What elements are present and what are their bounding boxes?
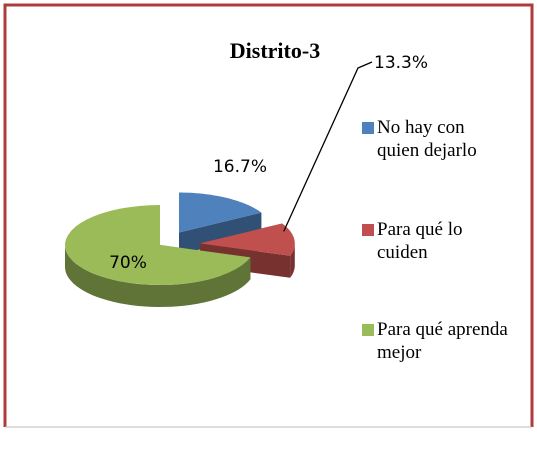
slice-side (290, 243, 295, 278)
leader-line (283, 61, 373, 232)
chart-title: Distrito-3 (230, 38, 320, 63)
legend-swatch (362, 324, 374, 336)
slice (65, 205, 251, 285)
legend-swatch (362, 122, 374, 134)
legend-label: Para qué lo cuiden (377, 219, 463, 263)
data-label: 13.3% (374, 53, 428, 73)
slice-wall (179, 212, 262, 255)
legend-label: Para qué aprenda mejor (377, 319, 508, 363)
data-label: 16.7% (213, 157, 267, 177)
legend-label: No hay con quien dejarlo (377, 117, 477, 161)
legend-swatch (362, 224, 374, 236)
slice (179, 192, 262, 233)
chart-frame (3, 3, 534, 427)
slice (199, 223, 295, 256)
data-label: 70% (109, 253, 147, 273)
slice-side (65, 245, 251, 307)
